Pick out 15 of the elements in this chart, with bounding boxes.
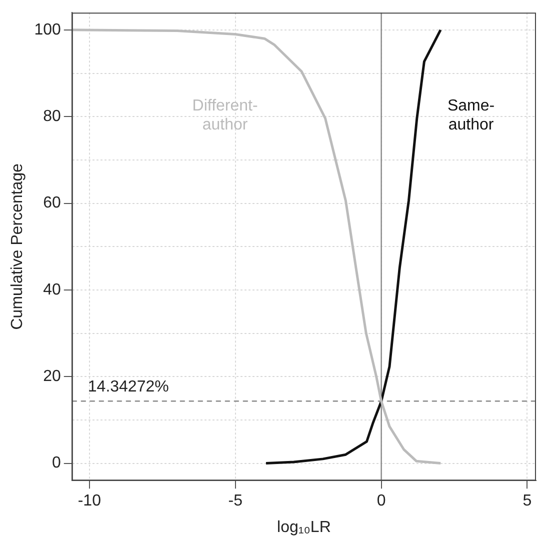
x-tick-label: -5 — [228, 492, 243, 510]
y-tick-label: 0 — [52, 454, 61, 472]
text: Different- author — [192, 98, 258, 134]
y-tick-label: 80 — [43, 108, 61, 126]
series-label: Same- author — [447, 98, 495, 134]
y-tick-label: 60 — [43, 194, 61, 212]
x-tick-label: 5 — [522, 492, 532, 510]
x-tick-label: -10 — [78, 492, 102, 510]
y-tick-label: 20 — [43, 368, 61, 386]
y-tick-label: 100 — [34, 21, 61, 38]
ref-line-label: 14.34272% — [88, 378, 169, 396]
y-tick-label: 40 — [43, 281, 61, 298]
x-tick-label: 0 — [376, 492, 386, 510]
x-axis-title: log₁₀LR — [277, 518, 331, 536]
y-axis-title: Cumulative Percentage — [9, 163, 26, 330]
